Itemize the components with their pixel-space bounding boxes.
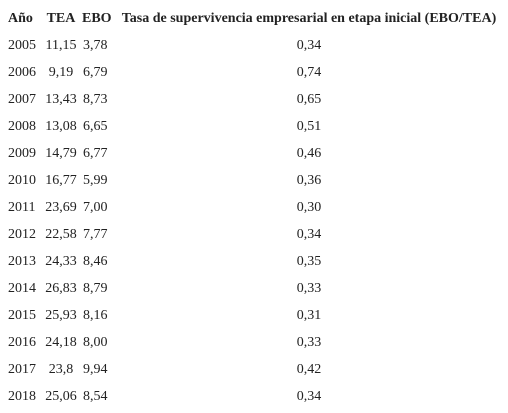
table-cell: 23,69 [45,199,77,215]
header-row: Año TEA EBO Tasa de supervivencia empresari… [0,5,508,32]
table-cell: 23,8 [48,361,74,377]
table-cell: 6,77 [83,145,108,161]
table-cell: 0,34 [296,388,322,404]
table-cell: 26,83 [45,280,77,296]
data-row: 2012 22,58 7,77 0,34 [0,221,508,248]
table: Año TEA EBO Tasa de supervivencia empresari… [0,5,508,410]
data-row: 2011 23,69 7,00 0,30 [0,194,508,221]
table-cell: 8,79 [83,280,108,296]
table-cell: 0,42 [296,361,322,377]
data-row: 2007 13,43 8,73 0,65 [0,86,508,113]
table-cell: 2013 [8,253,36,269]
table-cell: 2018 [8,388,36,404]
table-cell: 9,19 [48,64,74,80]
table-cell: 2012 [8,226,36,242]
table-cell: 24,18 [45,334,77,350]
table-cell: 24,33 [45,253,77,269]
table-cell: 14,79 [45,145,77,161]
table-cell: 2006 [8,64,36,80]
table-cell: 3,78 [83,37,108,53]
data-row: 2018 25,06 8,54 0,34 [0,383,508,410]
data-row: 2015 25,93 8,16 0,31 [0,302,508,329]
data-row: 2016 24,18 8,00 0,33 [0,329,508,356]
table-cell: 0,30 [296,199,322,215]
table-cell: 0,35 [296,253,322,269]
data-row: 2008 13,08 6,65 0,51 [0,113,508,140]
table-cell: 0,65 [296,91,322,107]
table-cell: 13,43 [45,91,77,107]
table-cell: 2015 [8,307,36,323]
table-cell: 8,16 [83,307,108,323]
header-cell: EBO [82,10,112,26]
table-cell: 0,31 [296,307,322,323]
table-cell: 13,08 [45,118,77,134]
table-cell: 8,46 [83,253,108,269]
header-cell: Año [8,10,33,26]
table-cell: 16,77 [45,172,77,188]
table-cell: 2011 [8,199,36,215]
table-cell: 0,33 [296,334,322,350]
data-row: 2005 11,15 3,78 0,34 [0,32,508,59]
table-cell: 2009 [8,145,36,161]
header-cell: TEA [46,10,76,26]
data-row: 2017 23,8 9,94 0,42 [0,356,508,383]
data-row: 2006 9,19 6,79 0,74 [0,59,508,86]
data-row: 2013 24,33 8,46 0,35 [0,248,508,275]
data-row: 2010 16,77 5,99 0,36 [0,167,508,194]
table-cell: 8,00 [83,334,108,350]
table-cell: 2005 [8,37,36,53]
table-cell: 0,74 [296,64,322,80]
header-cell: Tasa de supervivencia empresarial en eta… [121,10,497,26]
table-cell: 0,46 [296,145,322,161]
table-cell: 2008 [8,118,36,134]
table-cell: 0,51 [296,118,322,134]
table-cell: 7,00 [83,199,108,215]
table-cell: 6,79 [83,64,108,80]
data-row: 2009 14,79 6,77 0,46 [0,140,508,167]
table-cell: 8,54 [83,388,108,404]
table-cell: 6,65 [83,118,108,134]
table-cell: 2016 [8,334,36,350]
table-cell: 5,99 [83,172,108,188]
table-cell: 2007 [8,91,36,107]
table-cell: 22,58 [45,226,77,242]
table-cell: 9,94 [83,361,108,377]
table-cell: 2017 [8,361,36,377]
table-cell: 0,36 [296,172,322,188]
table-cell: 0,34 [296,226,322,242]
table-cell: 8,73 [83,91,108,107]
table-cell: 0,34 [296,37,322,53]
table-cell: 2014 [8,280,36,296]
data-row: 2014 26,83 8,79 0,33 [0,275,508,302]
table-cell: 0,33 [296,280,322,296]
table-cell: 7,77 [83,226,108,242]
table-cell: 11,15 [45,37,77,53]
table-cell: 25,06 [45,388,77,404]
table-cell: 2010 [8,172,36,188]
table-cell: 25,93 [45,307,77,323]
